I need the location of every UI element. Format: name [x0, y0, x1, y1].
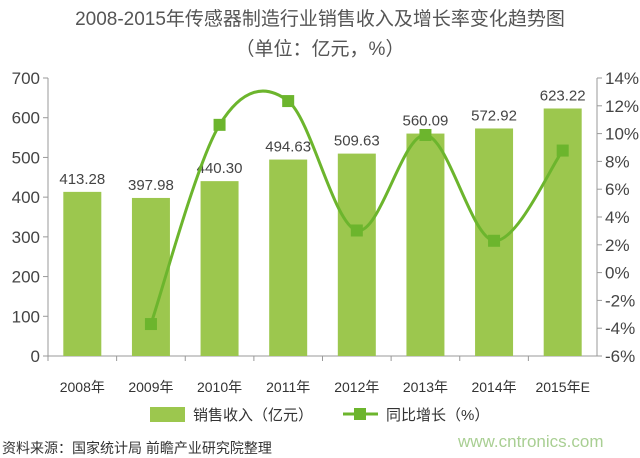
left-tick-label: 200	[12, 268, 40, 287]
right-tick-label: 0%	[605, 264, 630, 283]
chart-title: 2008-2015年传感器制造行业销售收入及增长率变化趋势图	[75, 9, 565, 30]
right-tick-label: -2%	[605, 291, 635, 310]
left-tick-label: 300	[12, 228, 40, 247]
growth-marker	[144, 318, 157, 331]
data-label: 560.09	[402, 113, 448, 130]
left-tick-label: 0	[31, 347, 40, 366]
bar	[200, 181, 239, 356]
right-tick-label: -4%	[605, 319, 635, 338]
left-tick-label: 700	[12, 69, 40, 88]
legend-bar-swatch	[150, 407, 185, 422]
right-tick-label: 8%	[605, 152, 630, 171]
right-tick-label: -6%	[605, 347, 635, 366]
legend-line-marker	[354, 408, 366, 420]
growth-marker	[488, 234, 501, 247]
bar	[269, 159, 308, 356]
legend-bar-label: 销售收入（亿元）	[193, 407, 313, 424]
x-tick-label: 2008年	[60, 379, 105, 395]
x-tick-label: 2013年	[403, 379, 448, 395]
left-tick-label: 600	[12, 109, 40, 128]
right-tick-label: 10%	[605, 125, 639, 144]
data-label: 509.63	[334, 133, 380, 150]
data-label: 572.92	[471, 107, 517, 124]
legend-line-label: 同比增长（%）	[386, 407, 489, 424]
left-tick-label: 100	[12, 307, 40, 326]
left-tick-label: 500	[12, 148, 40, 167]
data-label: 413.28	[59, 171, 105, 188]
source-note: 资料来源：国家统计局 前瞻产业研究院整理	[2, 440, 272, 456]
right-tick-label: 2%	[605, 236, 630, 255]
x-tick-label: 2012年	[334, 379, 379, 395]
x-tick-label: 2015年E	[535, 379, 589, 395]
left-tick-label: 400	[12, 188, 40, 207]
right-tick-label: 14%	[605, 69, 639, 88]
growth-marker	[213, 118, 226, 131]
watermark: www.cntronics.com	[458, 432, 604, 451]
x-tick-label: 2009年	[128, 379, 173, 395]
x-tick-label: 2011年	[266, 379, 310, 395]
x-tick-label: 2010年	[197, 379, 242, 395]
growth-marker	[556, 144, 569, 157]
data-label: 494.63	[265, 139, 311, 156]
chart-subtitle: （单位：亿元，%）	[235, 39, 405, 60]
growth-marker	[419, 128, 432, 141]
x-tick-label: 2014年	[471, 379, 516, 395]
data-label: 397.98	[128, 177, 174, 194]
growth-marker	[350, 224, 363, 237]
right-tick-label: 6%	[605, 180, 630, 199]
right-tick-label: 12%	[605, 97, 639, 116]
growth-marker	[282, 95, 295, 108]
data-label: 623.22	[540, 87, 586, 104]
bar	[406, 133, 445, 356]
bar	[337, 153, 376, 356]
bar	[63, 191, 102, 356]
right-tick-label: 4%	[605, 208, 630, 227]
data-label: 440.30	[197, 160, 243, 177]
